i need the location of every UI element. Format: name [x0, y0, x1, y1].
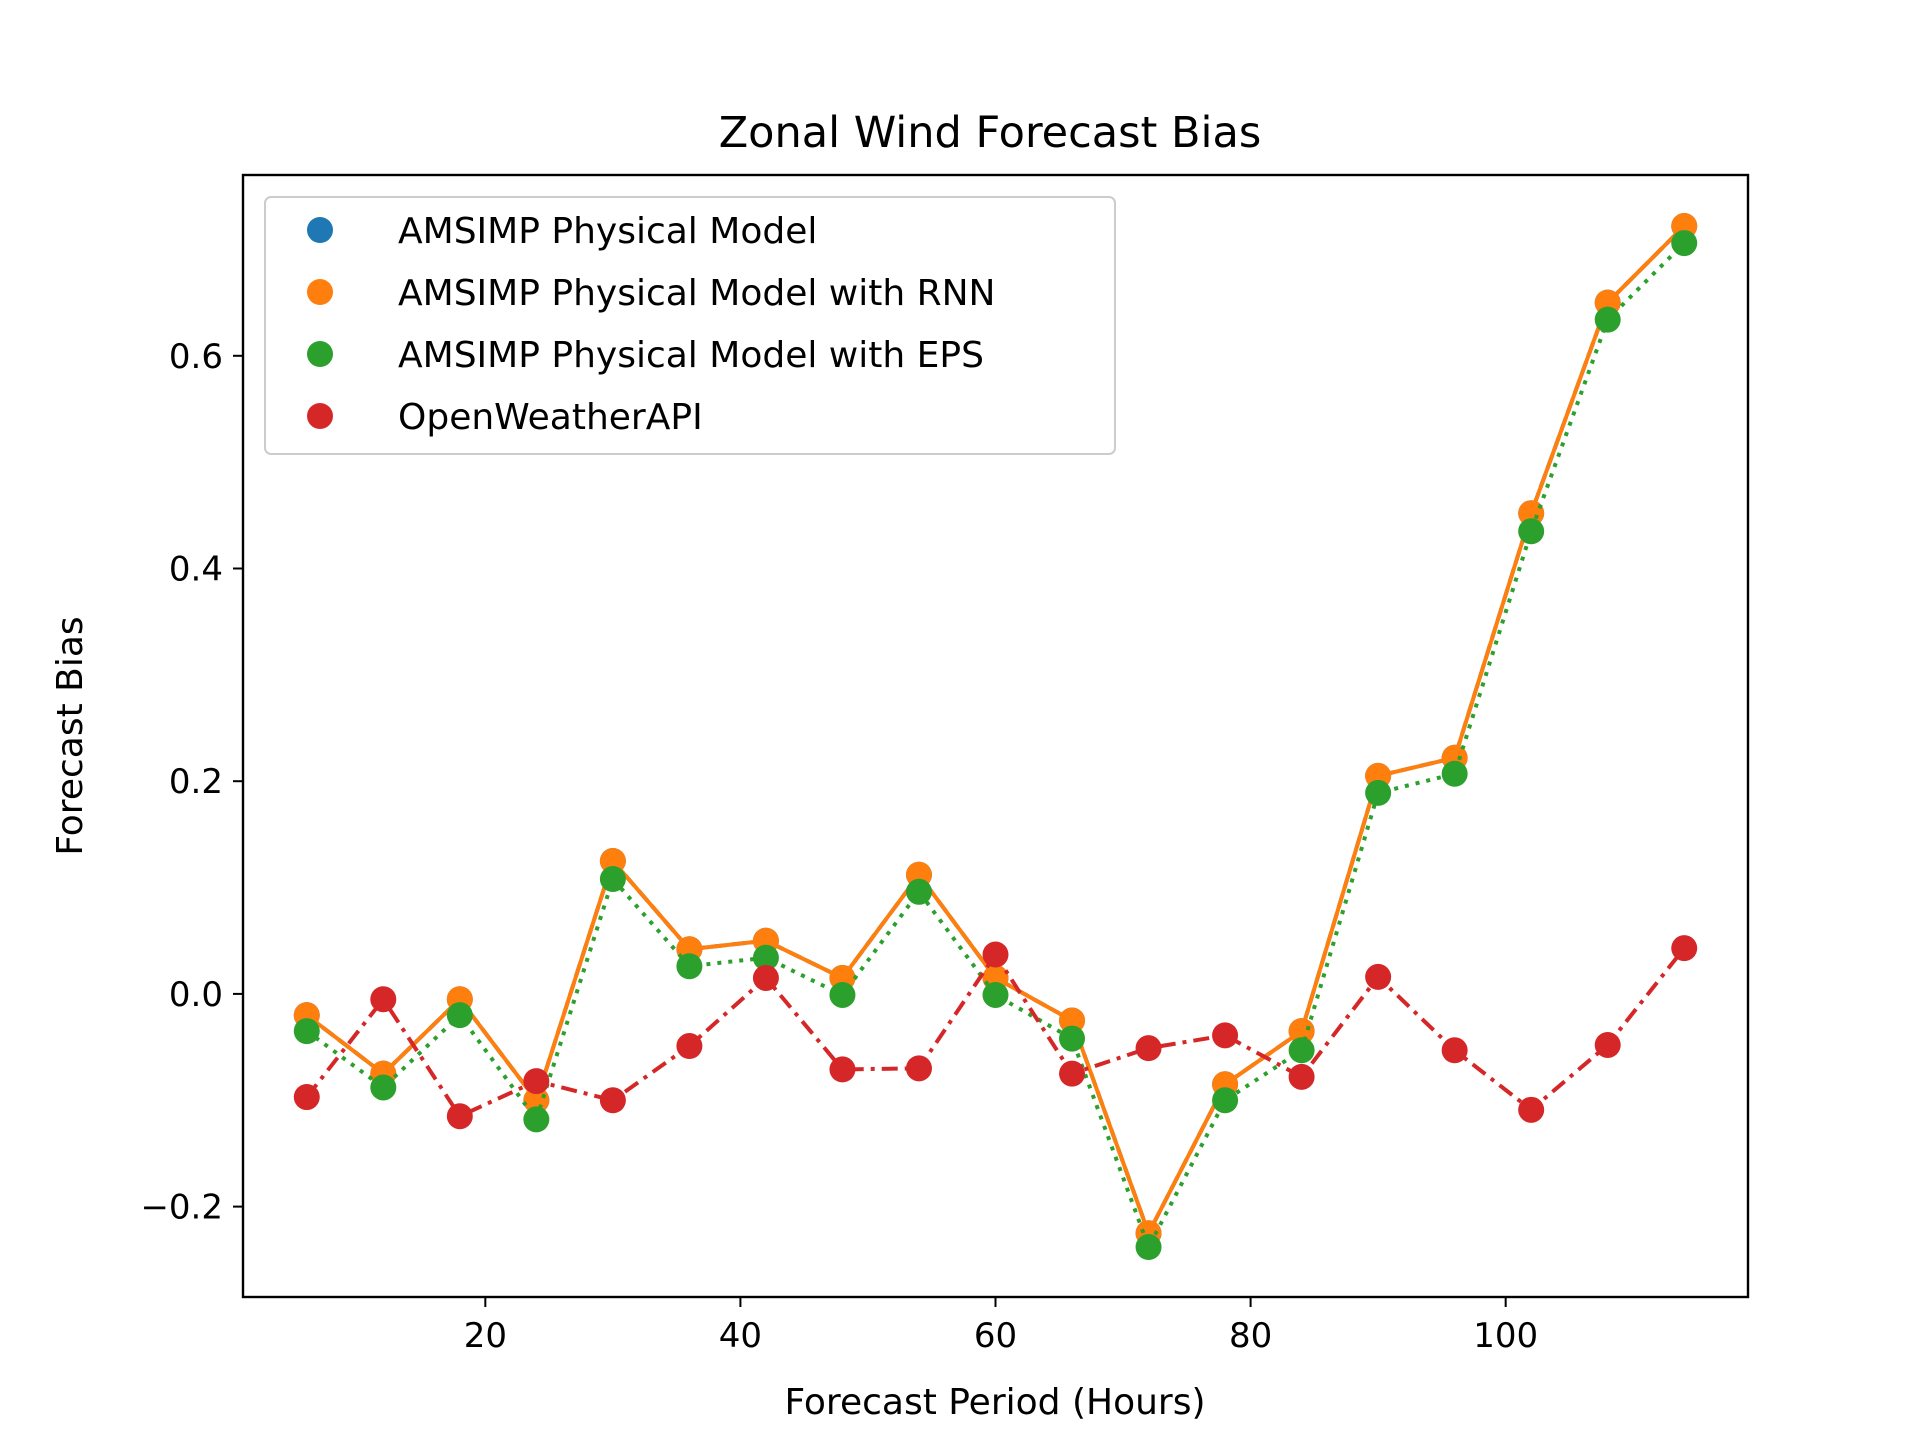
- data-point: [1212, 1022, 1239, 1049]
- x-tick-label: 100: [1473, 1316, 1538, 1356]
- data-point: [829, 1056, 856, 1083]
- data-point: [599, 847, 626, 874]
- data-point: [293, 1084, 320, 1111]
- data-point: [905, 1055, 932, 1082]
- data-point: [1365, 779, 1392, 806]
- y-tick-label: −0.2: [140, 1188, 223, 1228]
- plot-area: [293, 213, 1698, 1261]
- data-point: [1135, 1035, 1162, 1062]
- data-point: [446, 1002, 473, 1029]
- legend-label: AMSIMP Physical Model with EPS: [398, 335, 984, 376]
- data-point: [1518, 1096, 1545, 1123]
- data-point: [1288, 1037, 1315, 1064]
- y-tick-label: 0.6: [169, 337, 223, 377]
- data-point: [523, 1106, 550, 1133]
- data-point: [676, 1033, 703, 1060]
- x-tick-label: 40: [719, 1316, 762, 1356]
- y-axis-label: Forecast Bias: [50, 616, 91, 855]
- legend-frame: [264, 196, 1116, 455]
- data-point: [905, 878, 932, 905]
- data-point: [1671, 230, 1698, 257]
- y-tick-label: 0.4: [169, 549, 223, 589]
- data-point: [523, 1068, 550, 1095]
- data-point: [370, 986, 397, 1013]
- data-point: [676, 953, 703, 980]
- y-tick-label: 0.2: [169, 762, 223, 802]
- y-axis: −0.2 0.0 0.2 0.4 0.6: [140, 337, 243, 1228]
- data-point: [599, 866, 626, 893]
- data-point: [982, 981, 1009, 1008]
- data-point: [599, 1087, 626, 1114]
- x-axis-label: Forecast Period (Hours): [784, 1382, 1205, 1423]
- data-point: [982, 941, 1009, 968]
- series-3: [293, 230, 1698, 1261]
- data-point: [1288, 1018, 1315, 1045]
- data-point: [1059, 1060, 1086, 1087]
- legend-label: AMSIMP Physical Model with RNN: [398, 273, 995, 314]
- data-point: [1288, 1063, 1315, 1090]
- data-point: [1135, 1234, 1162, 1261]
- legend-label: AMSIMP Physical Model: [398, 211, 817, 252]
- data-point: [370, 1074, 397, 1101]
- data-point: [1059, 1007, 1086, 1034]
- legend-marker: [307, 403, 333, 429]
- legend: AMSIMP Physical Model AMSIMP Physical Mod…: [264, 196, 1116, 455]
- data-point: [752, 944, 779, 971]
- x-tick-label: 80: [1229, 1316, 1272, 1356]
- data-point: [1594, 1031, 1621, 1058]
- chart-title: Zonal Wind Forecast Bias: [719, 108, 1262, 158]
- data-point: [829, 981, 856, 1008]
- x-tick-label: 20: [464, 1316, 507, 1356]
- data-point: [1441, 760, 1468, 787]
- x-axis: 20 40 60 80 100: [464, 1297, 1538, 1356]
- data-point: [1518, 500, 1545, 527]
- data-point: [293, 1018, 320, 1045]
- data-point: [1594, 306, 1621, 333]
- data-point: [1518, 518, 1545, 545]
- data-point: [446, 1103, 473, 1130]
- legend-label: OpenWeatherAPI: [398, 397, 703, 438]
- legend-marker: [307, 341, 333, 367]
- data-point: [1671, 935, 1698, 962]
- data-point: [1365, 963, 1392, 990]
- series-4: [293, 935, 1698, 1130]
- legend-marker: [307, 217, 333, 243]
- y-tick-label: 0.0: [169, 975, 223, 1015]
- data-point: [1212, 1087, 1239, 1114]
- legend-marker: [307, 279, 333, 305]
- x-tick-label: 60: [974, 1316, 1017, 1356]
- data-point: [752, 964, 779, 991]
- data-point: [1441, 1037, 1468, 1064]
- data-point: [1059, 1025, 1086, 1052]
